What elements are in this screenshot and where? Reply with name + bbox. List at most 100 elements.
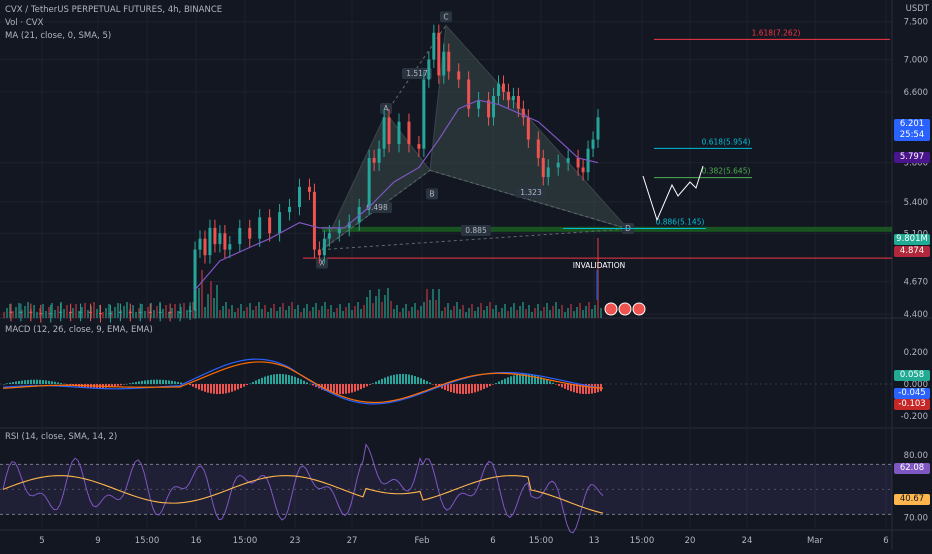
- macd-hist-bar: [330, 384, 332, 393]
- macd-hist-bar: [387, 376, 389, 384]
- ratio-ac-label: 1.517: [406, 69, 428, 78]
- macd-hist-bar: [303, 380, 305, 384]
- time-tick-label: 20: [684, 536, 696, 546]
- time-tick-label: 24: [741, 536, 753, 546]
- macd-hist-bar: [63, 383, 65, 385]
- volume-bar: [360, 309, 362, 318]
- volume-bar: [372, 303, 374, 318]
- volume-bar: [465, 312, 467, 318]
- volume-bar: [483, 310, 485, 318]
- volume-bar: [405, 304, 407, 318]
- macd-tick-label: -0.200: [901, 412, 928, 422]
- ma-legend[interactable]: MA (21, close, 0, SMA, 5): [5, 31, 112, 41]
- candle-body: [541, 158, 545, 178]
- volume-bar: [426, 289, 428, 318]
- candle-body: [307, 186, 311, 192]
- candle-body: [158, 311, 162, 314]
- rsi-line: [2, 443, 604, 534]
- candle-body: [218, 233, 222, 245]
- volume-bar: [336, 308, 338, 318]
- macd-hist-bar: [471, 384, 473, 394]
- macd-hist-bar: [426, 381, 428, 384]
- symbol-legend[interactable]: CVX / TetherUS PERPETUAL FUTURES, 4h, BI…: [5, 5, 223, 15]
- volume-bar: [318, 310, 320, 318]
- candle-body: [49, 313, 53, 315]
- volume-bar: [105, 308, 107, 318]
- macd-hist-bar: [297, 378, 299, 384]
- candle-body: [492, 96, 496, 118]
- macd-hist-bar: [54, 381, 56, 384]
- macd-hist-bar: [153, 379, 155, 384]
- macd-hist-bar: [399, 373, 401, 384]
- volume-bar: [150, 303, 152, 318]
- macd-hist-bar: [420, 378, 422, 384]
- macd-hist-bar: [57, 382, 59, 384]
- time-tick-label: 9: [95, 536, 101, 546]
- candle-body: [69, 311, 73, 314]
- fib-level-label: 0.618(5.954): [702, 137, 751, 146]
- candle-body: [19, 311, 23, 314]
- volume-bar: [600, 308, 602, 318]
- macd-hist-bar: [507, 377, 509, 384]
- macd-hist-bar: [333, 384, 335, 394]
- macd-hist-bar: [222, 384, 224, 394]
- macd-signal-badge: -0.103: [894, 399, 930, 410]
- volume-bar: [354, 306, 356, 318]
- candle-body: [59, 311, 63, 314]
- volume-bar: [120, 310, 122, 318]
- candle-body: [536, 139, 540, 159]
- event-flag-icon: [618, 302, 632, 316]
- macd-hist-bar: [510, 376, 512, 384]
- time-tick-label: 27: [346, 536, 358, 546]
- volume-bar: [228, 309, 230, 318]
- candle-body: [203, 238, 207, 256]
- volume-bar: [54, 310, 56, 318]
- volume-bar: [438, 289, 440, 318]
- candle-body: [228, 244, 232, 250]
- volume-legend[interactable]: Vol · CVX: [5, 18, 44, 28]
- macd-legend[interactable]: MACD (12, 26, close, 9, EMA, EMA): [5, 325, 153, 335]
- macd-hist-bar: [435, 384, 437, 386]
- candle-body: [546, 167, 550, 178]
- macd-hist-bar: [402, 373, 404, 384]
- volume-bar: [165, 305, 167, 318]
- candle-body: [526, 117, 530, 140]
- macd-hist-bar: [249, 383, 251, 385]
- macd-hist-bar: [390, 375, 392, 384]
- volume-bar: [489, 302, 491, 318]
- macd-hist-bar: [108, 384, 110, 388]
- candle-body: [566, 158, 570, 163]
- macd-hist-bar: [486, 384, 488, 388]
- macd-hist-bar: [234, 384, 236, 391]
- macd-hist-bar: [462, 384, 464, 395]
- candle-body: [422, 79, 426, 149]
- macd-hist-bar: [168, 380, 170, 384]
- volume-bar: [561, 305, 563, 318]
- volume-bar: [204, 307, 206, 318]
- volume-bar: [300, 312, 302, 318]
- candle-body: [432, 32, 436, 60]
- volume-bar: [396, 305, 398, 318]
- volume-bar: [441, 311, 443, 318]
- volume-bar: [537, 304, 539, 318]
- macd-hist-bar: [273, 374, 275, 384]
- pattern-point-c-box: [440, 11, 452, 23]
- macd-hist-bar: [174, 381, 176, 384]
- volume-bar: [72, 308, 74, 318]
- volume-bar: [378, 289, 380, 318]
- candle-body: [372, 158, 376, 163]
- event-flag-icon: [632, 302, 646, 316]
- macd-hist-bar: [141, 380, 143, 384]
- candle-body: [347, 222, 351, 228]
- rsi-legend[interactable]: RSI (14, close, SMA, 14, 2): [5, 432, 118, 442]
- volume-bar: [264, 305, 266, 318]
- volume-bar: [420, 306, 422, 318]
- volume-bar: [27, 302, 29, 318]
- volume-bar: [168, 312, 170, 318]
- macd-hist-bar: [456, 384, 458, 394]
- volume-bar: [297, 305, 299, 318]
- volume-bar: [540, 311, 542, 318]
- macd-hist-bar: [468, 384, 470, 394]
- macd-hist-bar: [534, 375, 536, 384]
